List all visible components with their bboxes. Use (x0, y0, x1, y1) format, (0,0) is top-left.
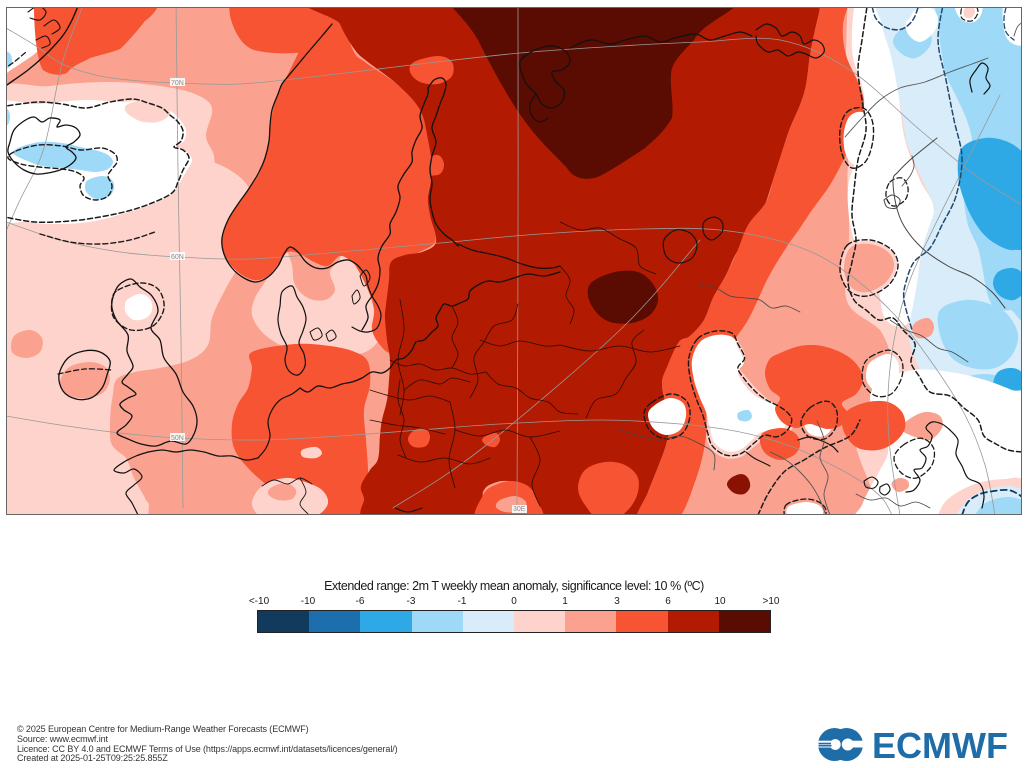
svg-text:50N: 50N (171, 435, 184, 442)
svg-text:ECMWF: ECMWF (872, 725, 1008, 764)
svg-text:30E: 30E (513, 506, 526, 513)
svg-text:70N: 70N (171, 80, 184, 87)
svg-text:60N: 60N (171, 254, 184, 261)
